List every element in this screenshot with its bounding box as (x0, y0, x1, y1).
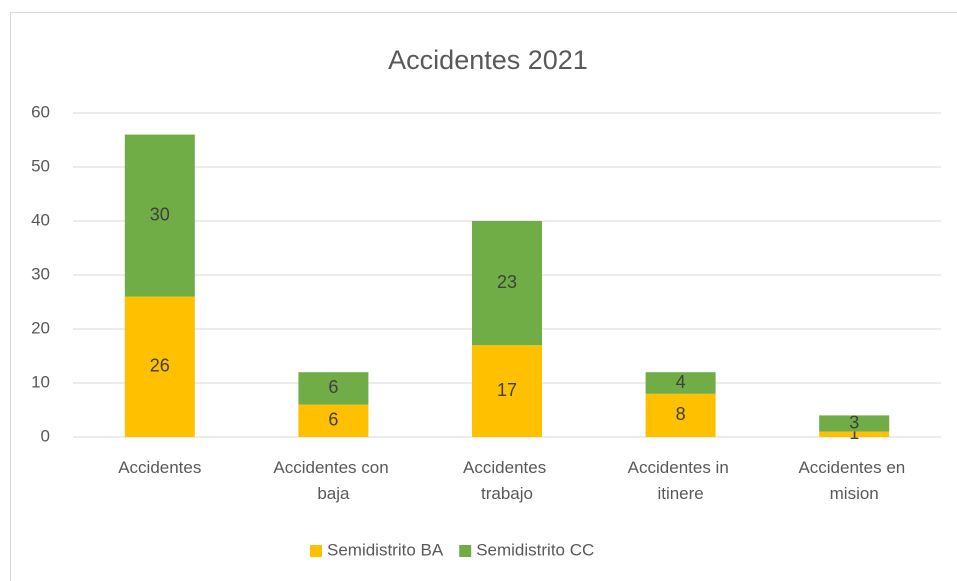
x-tick-label: Accidentes con baja (273, 458, 393, 503)
y-tick-label: 0 (41, 426, 50, 445)
x-tick-label: Accidentes (118, 458, 201, 477)
legend-label: Semidistrito BA (327, 540, 444, 559)
legend-swatch (310, 545, 322, 557)
data-label: 30 (150, 204, 170, 224)
y-tick-label: 50 (31, 156, 50, 175)
x-tick-label: Accidentes in itinere (628, 458, 734, 503)
data-label: 6 (328, 410, 338, 430)
x-tick-label: Accidentes en mision (798, 458, 910, 503)
y-tick-label: 20 (31, 318, 50, 337)
data-label: 8 (676, 404, 686, 424)
data-label: 23 (497, 272, 517, 292)
bar-segment (472, 345, 542, 437)
x-tick-label: Accidentes trabajo (463, 458, 551, 503)
bar-segment (298, 372, 369, 405)
chart-title: Accidentes 2021 (388, 45, 588, 75)
bar-segment (124, 296, 195, 437)
bar-segment (645, 393, 716, 437)
legend-swatch (459, 545, 472, 557)
bar-segment (124, 134, 195, 297)
data-label: 6 (328, 377, 338, 397)
data-label: 4 (676, 372, 686, 392)
data-label: 3 (849, 412, 859, 432)
y-tick-label: 10 (31, 372, 50, 391)
bar-segment (645, 372, 716, 394)
data-label: 1 (849, 423, 859, 443)
data-label: 26 (150, 356, 170, 376)
bar-segment (298, 404, 369, 437)
y-tick-label: 40 (31, 210, 50, 229)
bar-segment (472, 221, 542, 346)
y-tick-label: 60 (31, 102, 50, 121)
y-tick-label: 30 (31, 264, 50, 283)
bar-segment (819, 415, 890, 432)
bar-segment (819, 431, 890, 437)
data-label: 17 (497, 380, 517, 400)
legend-label: Semidistrito CC (476, 540, 594, 559)
